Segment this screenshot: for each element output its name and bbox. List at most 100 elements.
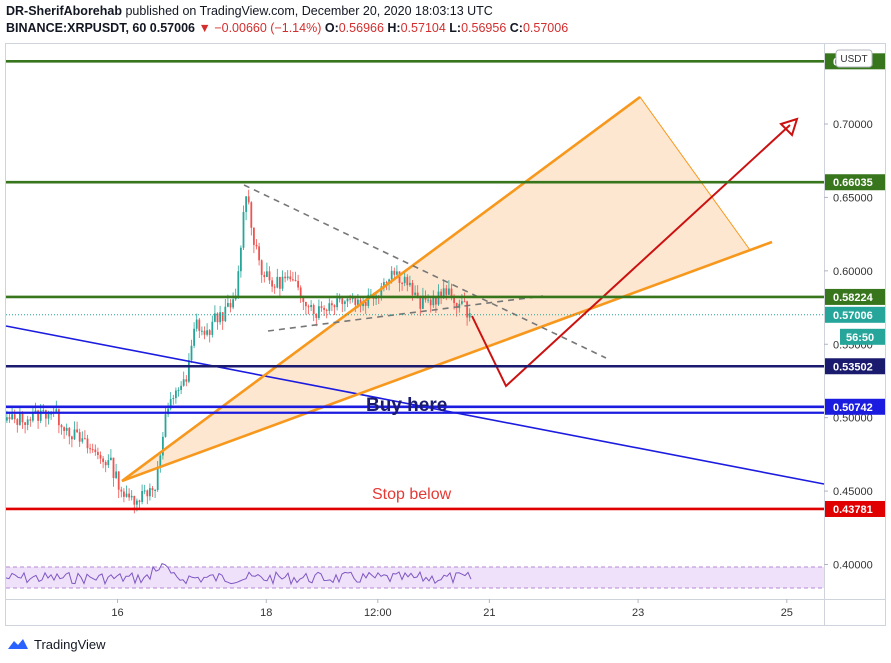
candle-body (177, 389, 180, 391)
publish-info: DR-SherifAborehab published on TradingVi… (6, 4, 493, 18)
candle-body (273, 286, 276, 288)
candle-body (227, 303, 229, 307)
price-change: −0.00660 (−1.14%) (214, 21, 322, 35)
candle-body (305, 301, 307, 307)
candle-body (104, 462, 107, 466)
candle-body (143, 490, 146, 492)
dashed-support (267, 295, 544, 332)
currency-label: USDT (835, 49, 873, 68)
candle-body (292, 279, 294, 281)
y-tick-label: 0.40000 (833, 559, 873, 571)
candle-body (188, 360, 190, 382)
candle-body (432, 296, 435, 306)
candle-body (362, 301, 364, 307)
candle-body (203, 330, 206, 335)
candle-body (180, 385, 182, 390)
candle-body (429, 299, 432, 306)
candle-body (388, 279, 390, 283)
candle-body (32, 412, 34, 421)
tradingview-logo-icon (8, 639, 28, 649)
candle-body (123, 491, 125, 497)
candle-body (182, 379, 185, 386)
candle-body (211, 321, 214, 335)
candle-body (453, 296, 455, 304)
candle-body (224, 306, 227, 322)
candle-body (190, 345, 193, 361)
candle-body (151, 488, 154, 491)
candle-body (440, 291, 442, 299)
high-label: H: (387, 21, 401, 35)
candle-body (237, 271, 240, 296)
currency-text: USDT (840, 54, 867, 65)
candle-body (328, 303, 331, 311)
oscillator-pane (5, 562, 824, 589)
x-tick-label: 21 (483, 607, 495, 619)
candle-body (357, 299, 359, 305)
candle-body (193, 328, 195, 346)
y-tick-label: 0.50000 (833, 413, 873, 425)
candle-body (136, 500, 138, 505)
candle-body (47, 413, 50, 419)
candle-body (214, 313, 216, 322)
candle-body (318, 306, 320, 319)
candle-body (159, 455, 162, 468)
candle-body (390, 270, 393, 280)
candle-body (102, 458, 104, 463)
candle-body (310, 305, 312, 308)
candle-body (232, 299, 234, 308)
candle-body (91, 449, 94, 451)
candle-body (198, 319, 201, 331)
annotations: Buy here Stop below (366, 395, 452, 503)
close-label: C: (509, 21, 523, 35)
candle-body (229, 303, 232, 308)
candle-body (461, 301, 463, 304)
candle-body (94, 449, 97, 453)
candle-body (156, 467, 159, 490)
drawing-lines (5, 95, 825, 485)
candle-body (60, 425, 63, 428)
dashed-resistance (243, 184, 607, 359)
candle-body (172, 398, 175, 400)
candle-body (97, 452, 99, 455)
level-badge-label: 0.58224 (833, 292, 874, 304)
candle-body (263, 274, 266, 278)
candle-body (450, 288, 453, 297)
candle-body (346, 298, 349, 302)
open-label: O: (324, 21, 339, 35)
candle-body (201, 330, 203, 332)
candle-body (286, 276, 289, 279)
candle-body (258, 246, 260, 261)
candle-body (320, 306, 323, 308)
y-tick-label: 0.65000 (833, 192, 873, 204)
tradingview-footer: TradingView (6, 636, 106, 652)
level-badge (825, 398, 885, 415)
symbol-label: BINANCE:XRPUSDT, 60 (6, 21, 147, 35)
candle-body (297, 280, 299, 288)
publisher-name: DR-SherifAborehab (6, 4, 122, 18)
candle-body (219, 312, 221, 323)
candle-body (89, 448, 91, 450)
candle-body (281, 276, 284, 289)
candle-body (344, 301, 346, 304)
candle-body (284, 276, 286, 279)
candle-body (338, 298, 341, 300)
y-tick-label: 0.45000 (833, 486, 873, 498)
candle-body (76, 429, 78, 433)
candle-body (63, 427, 65, 431)
level-badge (825, 174, 885, 191)
candle-body (99, 454, 102, 459)
y-tick-label: 0.60000 (833, 266, 873, 278)
candle-body (468, 313, 471, 318)
candle-body (11, 414, 13, 420)
x-tick-label: 25 (781, 607, 793, 619)
last-price: 0.57006 (149, 21, 195, 35)
candle-body (419, 297, 422, 309)
candle-body (29, 419, 32, 421)
candle-body (341, 298, 344, 304)
candle-body (115, 471, 117, 478)
published-text: published on TradingView.com, December 2… (125, 4, 493, 18)
level-badge (825, 500, 885, 517)
candle-body (271, 280, 273, 287)
close-value: 0.57006 (522, 21, 569, 35)
